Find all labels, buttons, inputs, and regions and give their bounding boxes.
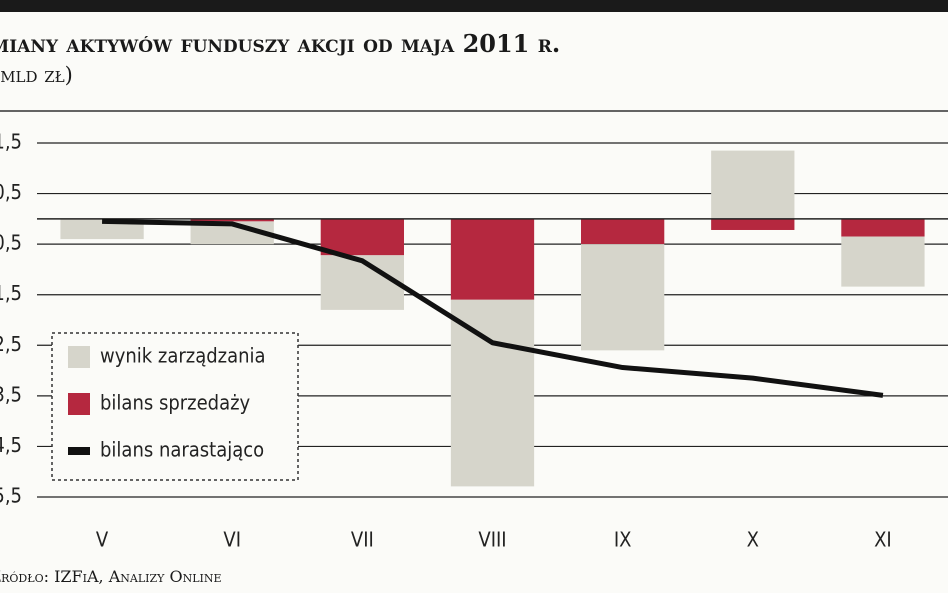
bar	[841, 236, 925, 287]
y-tick-label: -0,5	[0, 231, 22, 255]
y-tick-label: -1,5	[0, 281, 22, 305]
legend-swatch	[68, 393, 90, 415]
bar	[320, 218, 405, 256]
legend-swatch	[68, 447, 90, 455]
y-tick-label: 1,5	[0, 130, 22, 154]
legend-box	[51, 332, 299, 481]
bar	[190, 218, 274, 222]
x-tick-label: VI	[223, 528, 241, 552]
legend-label: wynik zarządzania	[100, 344, 266, 368]
x-tick-label: IX	[614, 528, 632, 552]
x-tick-label: X	[747, 528, 759, 552]
bar	[711, 218, 795, 230]
bar	[580, 218, 665, 245]
chart-subtitle: (mld zł)	[0, 63, 73, 87]
x-tick-label: V	[96, 528, 109, 552]
bar	[190, 221, 274, 245]
line	[102, 218, 884, 398]
legend-label: bilans sprzedaży	[100, 391, 251, 415]
bar	[320, 255, 405, 310]
bar	[580, 244, 665, 351]
bar	[711, 150, 795, 219]
legend-label: bilans narastająco	[100, 438, 264, 462]
y-tick-label: 0,5	[0, 180, 22, 204]
legend-swatch	[68, 346, 90, 368]
bar	[841, 218, 925, 237]
bar	[450, 299, 535, 487]
x-tick-label: VIII	[478, 528, 506, 552]
source: Źródło: IZFiA, Analizy Online	[0, 566, 222, 586]
top-bar	[0, 0, 948, 12]
chart-title: Zmiany aktywów funduszy akcji od maja 20…	[0, 29, 560, 58]
y-tick-label: -5,5	[0, 484, 22, 508]
y-tick-label: -3,5	[0, 382, 22, 406]
y-tick-label: -4,5	[0, 433, 22, 457]
bar	[450, 218, 535, 300]
y-tick-label: -2,5	[0, 332, 22, 356]
x-tick-label: VII	[351, 528, 374, 552]
x-tick-label: XI	[874, 528, 892, 552]
